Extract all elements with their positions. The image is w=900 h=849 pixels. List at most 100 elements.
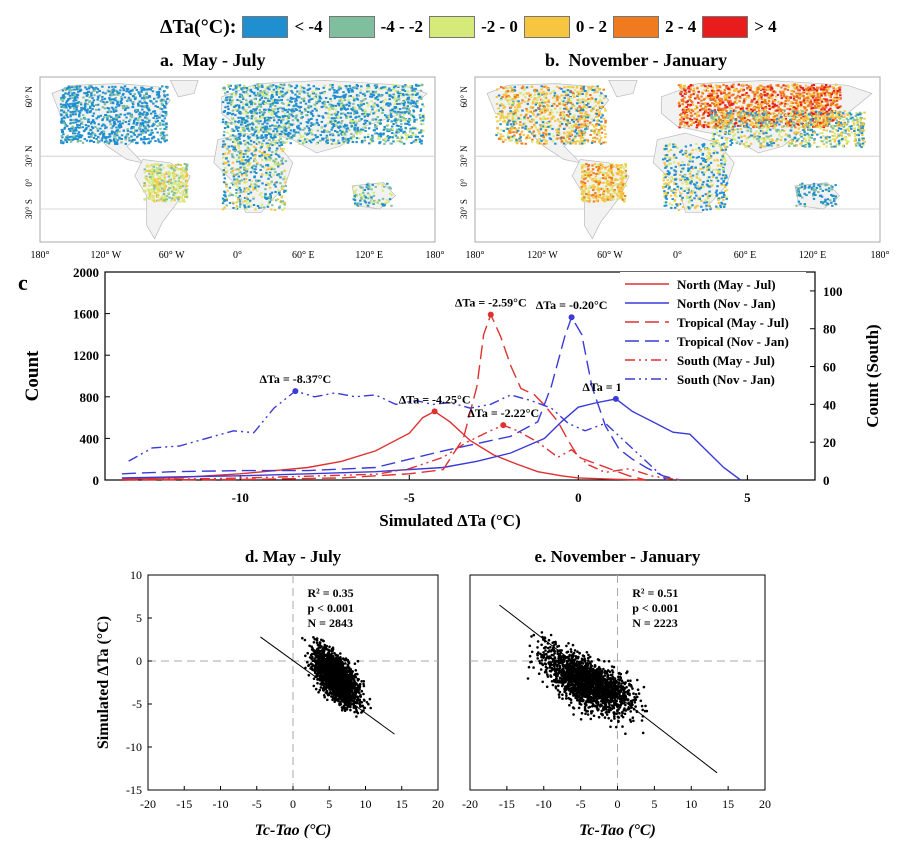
map-pixel [137,104,140,107]
map-pixel [774,109,777,112]
map-pixel [577,110,580,112]
map-pixel [228,186,232,189]
map-pixel [578,131,581,134]
map-pixel [66,87,69,90]
map-pixel [259,147,262,150]
map-pixel [553,92,557,95]
map-pixel [821,121,825,124]
map-pixel [772,120,776,123]
map-pixel [247,137,250,140]
map-pixel [415,84,418,87]
map-pixel [280,173,283,176]
map-pixel [568,127,571,129]
map-pixel [157,195,160,198]
map-pixel [510,128,513,131]
map-pixel [311,123,314,126]
map-pixel [246,126,249,129]
map-pixel [280,147,283,150]
map-pixel [593,129,596,132]
map-pixel [240,130,243,133]
map-pixel [563,133,566,136]
map-pixel [377,93,380,96]
map-pixel [262,166,266,169]
map-pixel [103,103,107,106]
map-pixel [377,95,380,98]
map-pixel [159,185,162,188]
map-pixel [570,117,574,120]
map-pixel [244,124,248,127]
map-pixel [543,122,546,125]
map-pixel [388,89,391,92]
map-pixel [151,137,154,140]
map-pixel [253,187,256,190]
map-pixel [265,197,269,200]
map-pixel [145,102,149,105]
map-pixel [263,95,266,97]
map-pixel [537,142,541,145]
map-pixel [277,116,280,119]
map-pixel [821,90,825,93]
map-pixel [311,97,314,100]
map-pixel [369,111,373,114]
map-pixel [272,173,275,176]
map-pixel [560,136,563,139]
map-pixel [604,125,607,128]
map-pixel [242,87,245,90]
map-pixel [377,183,380,186]
map-pixel [386,201,390,204]
map-pixel [77,90,80,93]
map-pixel [533,93,537,96]
map-pixel [151,125,154,128]
map-pixel [541,101,544,104]
map-pixel [567,85,570,88]
map-pixel [256,162,259,165]
map-pixel [533,98,536,101]
map-pixel [92,136,96,139]
map-pixel [359,193,363,196]
map-pixel [580,134,584,137]
map-pixel [497,94,501,97]
map-pixel [279,83,283,86]
map-pixel [362,113,365,116]
map-pixel [402,94,405,97]
map-pixel [416,104,419,107]
map-pixel [547,125,550,128]
map-pixel [523,116,526,119]
map-pixel [248,179,251,182]
map-pixel [133,97,137,100]
map-pixel [556,99,559,102]
map-pixel [244,149,247,152]
map-pixel [583,142,586,145]
map-pixel [399,111,402,114]
map-pixel [590,117,594,120]
map-pixel [246,198,249,201]
map-pixel [114,137,117,140]
map-pixel [254,130,258,133]
map-pixel [514,141,518,143]
map-pixel [835,99,839,102]
map-pixel [516,105,520,108]
map-pixel [309,111,313,114]
map-pixel [176,191,179,194]
map-pixel [134,118,137,121]
map-pixel [158,164,161,167]
map-pixel [164,122,168,125]
map-pixel [112,139,116,142]
map-pixel [530,127,533,130]
map-pixel [578,118,581,121]
map-pixel [256,105,259,108]
map-pixel [256,205,260,207]
map-pixel [162,186,165,189]
map-pixel [91,115,95,117]
map-pixel [383,203,386,206]
map-pixel [264,128,267,131]
map-pixel [696,94,699,97]
map-pixel [495,115,498,118]
map-pixel [404,98,408,101]
map-pixel [250,103,253,106]
map-pixel [89,122,93,125]
map-pixel [240,151,243,153]
map-pixel [347,139,350,142]
map-pixel [716,125,719,127]
map-pixel [576,90,579,93]
